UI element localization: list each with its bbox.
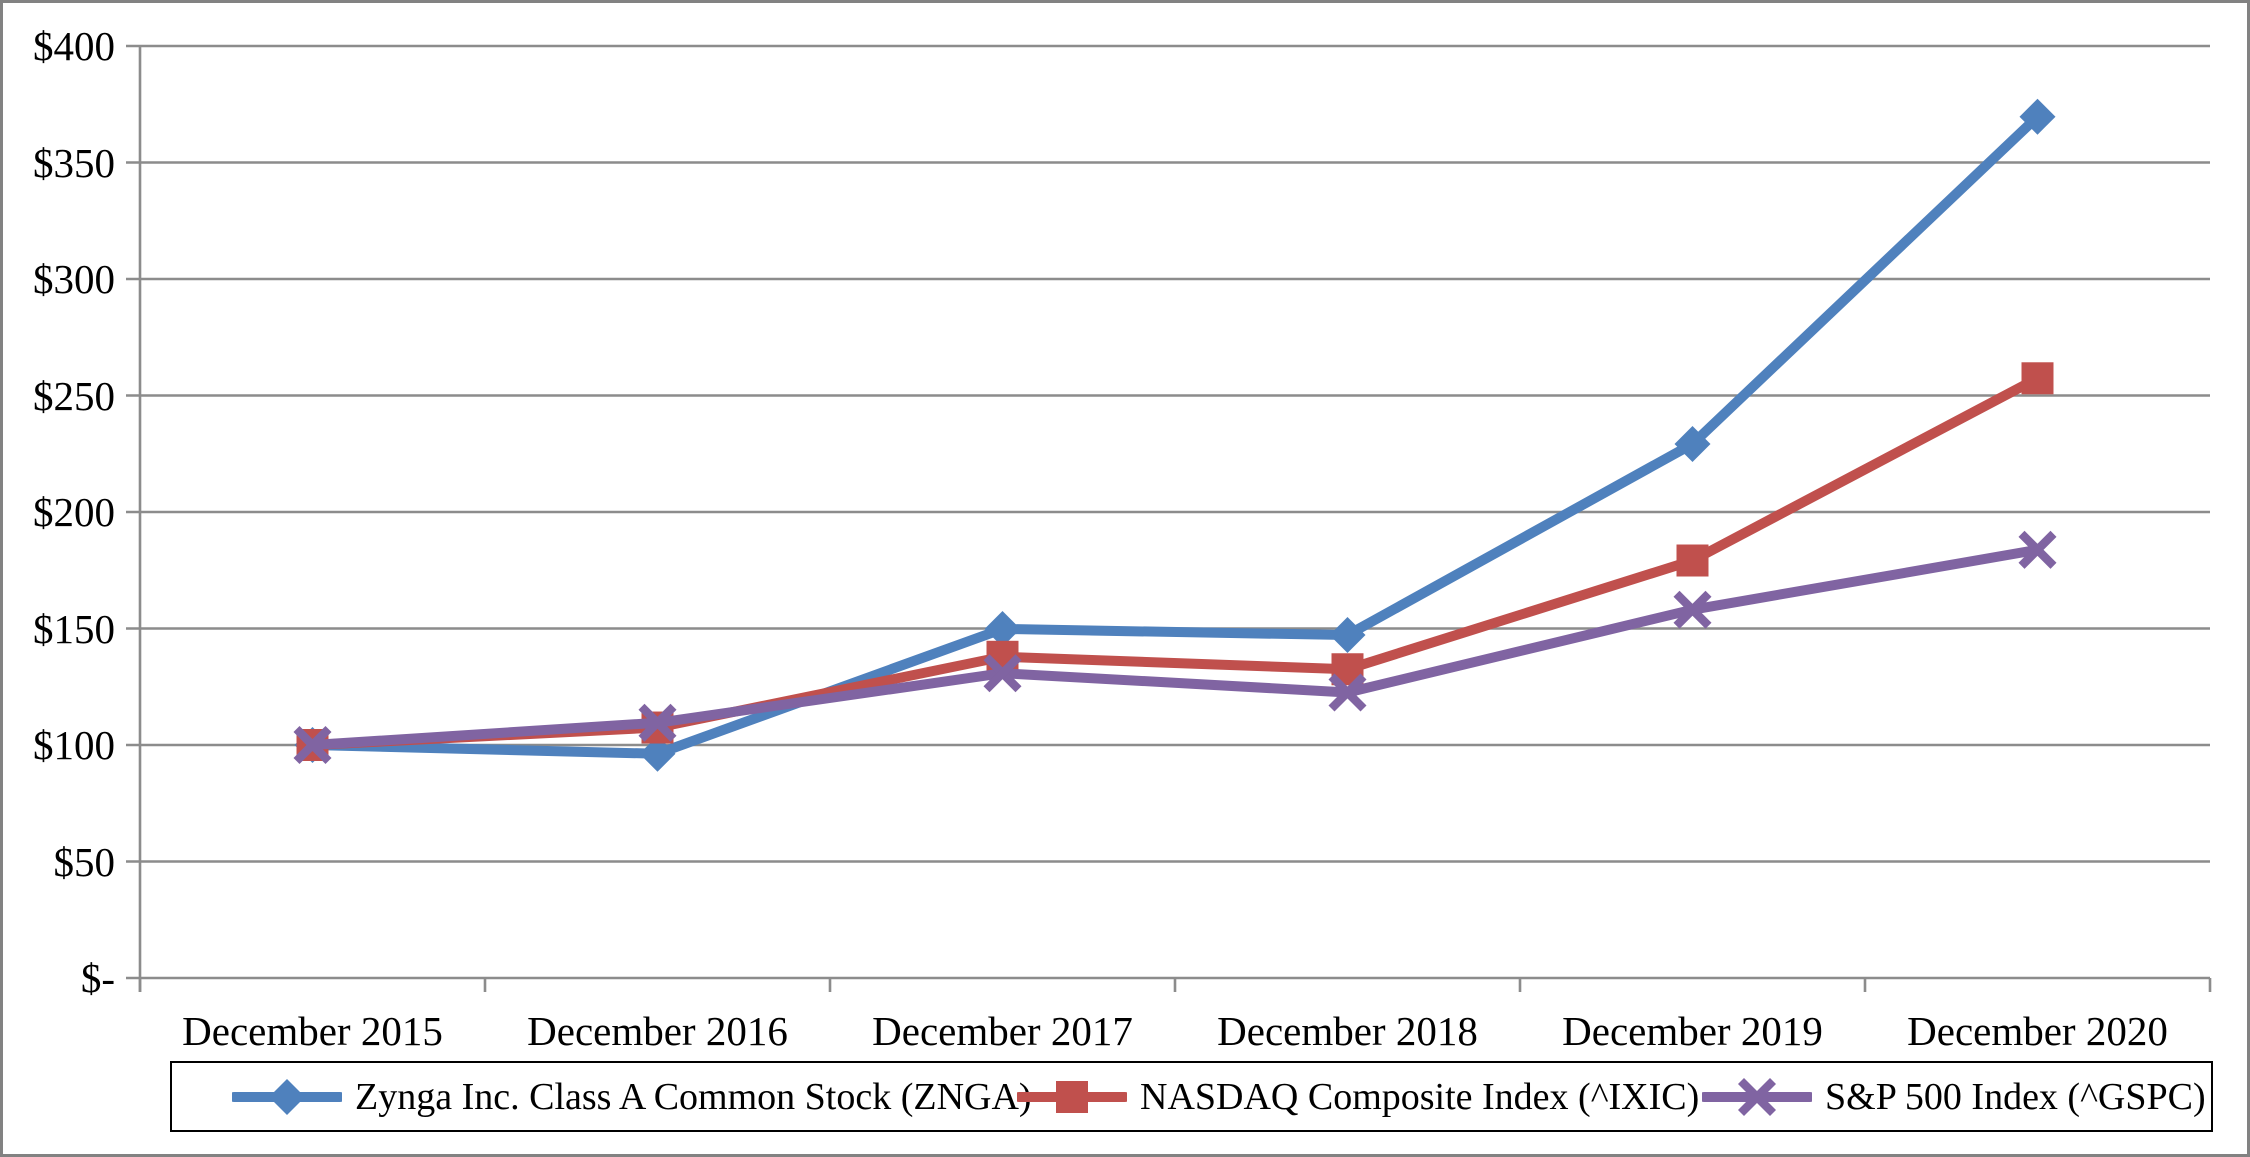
y-tick-label: $300 [33,256,115,302]
y-tick-label: $350 [33,139,115,186]
diamond-marker-icon [232,1078,342,1115]
legend-item-ixic: NASDAQ Composite Index (^IXIC) [1017,1063,1699,1130]
series-1 [296,362,2054,761]
y-tick-label: $250 [33,372,115,419]
data-point-marker [2018,530,2057,569]
square-marker-icon [1017,1080,1127,1113]
data-point-marker [1676,544,1709,577]
data-point-marker [1056,1080,1088,1113]
legend-item-gspc: S&P 500 Index (^GSPC) [1702,1063,2206,1130]
series-line [307,544,2043,750]
legend: Zynga Inc. Class A Common Stock (ZNGA) N… [170,1061,2213,1132]
data-point-marker [1737,1077,1777,1116]
data-point-marker [2021,362,2054,395]
data-point-marker [638,703,677,742]
series-0 [294,98,2056,772]
data-point-marker [1674,425,1711,462]
legend-label-ixic: NASDAQ Composite Index (^IXIC) [1140,1075,1700,1118]
series-line [307,111,2043,759]
x-axis-label: December 2016 [527,1008,788,1054]
plot-area [126,44,2212,992]
data-point-marker [983,654,1022,693]
legend-item-znga: Zynga Inc. Class A Common Stock (ZNGA) [232,1063,1032,1130]
y-tick-label: $150 [33,605,115,652]
y-tick-label: $- [80,955,115,1001]
data-point-marker [293,725,332,765]
series-2 [293,530,2057,765]
y-tick-label: $100 [33,722,115,768]
data-point-marker [1673,590,1712,629]
x-marker-icon [1702,1077,1812,1116]
data-point-marker [639,735,676,772]
y-tick-label: $400 [33,23,115,69]
data-point-marker [269,1078,305,1115]
x-axis-label: December 2019 [1562,1008,1823,1054]
data-point-marker [1329,617,1366,654]
x-axis-label: December 2018 [1217,1008,1478,1054]
x-axis-label: December 2020 [1907,1008,2168,1054]
legend-label-znga: Zynga Inc. Class A Common Stock (ZNGA) [355,1075,1032,1118]
y-tick-label: $200 [33,489,115,535]
data-point-marker [2019,98,2056,135]
y-tick-label: $50 [53,838,116,885]
data-point-marker [1328,673,1367,712]
x-axis-label: December 2017 [872,1008,1133,1054]
legend-label-gspc: S&P 500 Index (^GSPC) [1825,1075,2206,1118]
series-line [307,373,2043,750]
data-point-marker [984,610,1021,647]
x-axis-label: December 2015 [182,1008,443,1054]
